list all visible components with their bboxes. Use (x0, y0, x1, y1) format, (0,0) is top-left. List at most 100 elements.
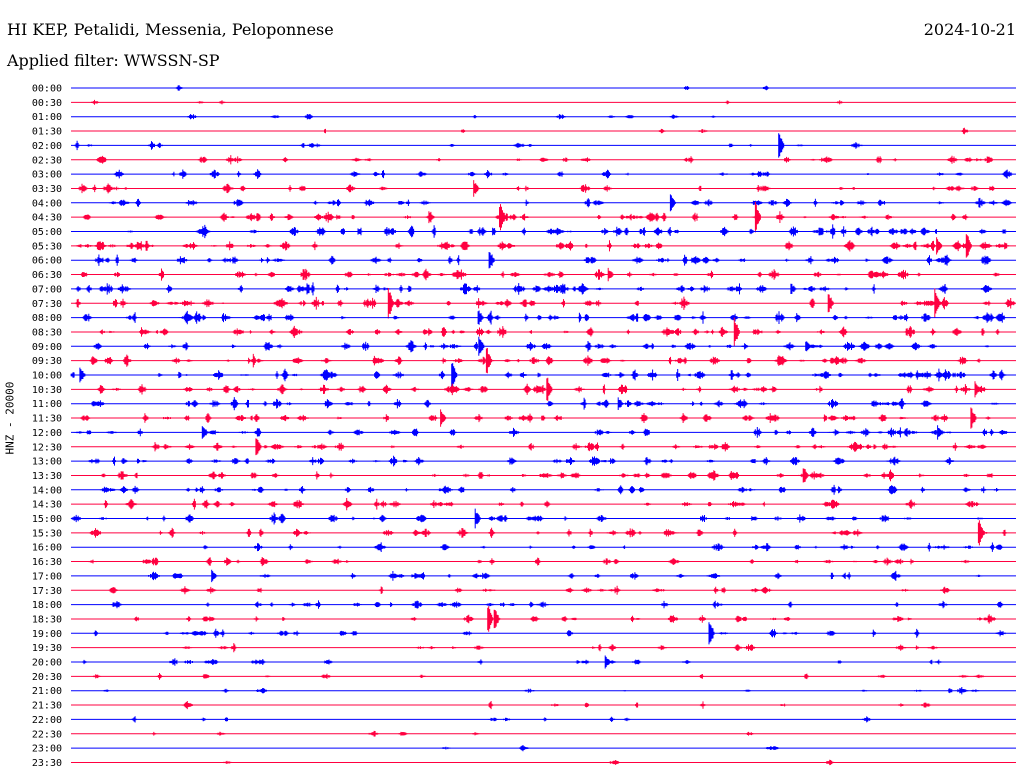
trace-signal (70, 363, 1007, 387)
time-label: 04:00 (32, 198, 62, 209)
time-label: 19:00 (32, 629, 62, 640)
time-label: 08:00 (32, 313, 62, 324)
trace-signal (81, 655, 943, 669)
trace-signal (108, 585, 952, 595)
trace-signal (151, 730, 754, 737)
trace-signal (202, 542, 1004, 552)
trace-signal (77, 180, 995, 197)
trace-signal (90, 397, 1000, 411)
time-label: 10:00 (32, 371, 62, 382)
time-label: 10:30 (32, 385, 62, 396)
time-label: 22:30 (32, 729, 62, 740)
time-label: 20:30 (32, 672, 62, 683)
trace-signal (102, 687, 981, 695)
time-label: 17:30 (32, 586, 62, 597)
time-label: 00:30 (32, 98, 62, 109)
trace-signal (74, 282, 993, 296)
trace-signal (132, 606, 996, 632)
time-label: 04:30 (32, 213, 62, 224)
time-label: 07:00 (32, 284, 62, 295)
trace-signal (87, 557, 972, 567)
time-label: 02:30 (32, 155, 62, 166)
time-label: 21:00 (32, 686, 62, 697)
trace-signal (112, 169, 1013, 179)
trace-signal (174, 85, 769, 91)
time-label: 11:00 (32, 399, 62, 410)
trace-signal (221, 759, 835, 766)
time-label: 23:00 (32, 744, 62, 755)
time-label: 16:00 (32, 543, 62, 554)
trace-signal (74, 288, 1016, 319)
time-label: 22:00 (32, 715, 62, 726)
time-label: 03:00 (32, 170, 62, 181)
trace-signal (74, 133, 863, 158)
trace-signal (94, 252, 992, 269)
time-label: 03:30 (32, 184, 62, 195)
time-label: 09:00 (32, 342, 62, 353)
trace-signal (90, 99, 844, 105)
time-label: 06:30 (32, 270, 62, 281)
trace-signal (96, 377, 988, 401)
trace-signal (99, 484, 999, 495)
time-label: 17:00 (32, 571, 62, 582)
trace-signal (92, 336, 990, 356)
time-label: 05:30 (32, 241, 62, 252)
trace-signal (95, 155, 993, 165)
time-label: 13:00 (32, 457, 62, 468)
trace-signal (91, 673, 986, 680)
trace-signal (88, 520, 1007, 546)
trace-signal (70, 508, 984, 529)
trace-signal (87, 455, 955, 467)
station-title: HI KEP, Petalidi, Messenia, Peloponnese (7, 20, 334, 39)
trace-signal (81, 201, 970, 233)
time-label: 15:00 (32, 514, 62, 525)
trace-signal (79, 267, 1003, 282)
trace-signal (109, 600, 1004, 609)
time-label: 01:00 (32, 112, 62, 123)
trace-signal (131, 716, 872, 723)
time-label: 15:30 (32, 528, 62, 539)
trace-signal (75, 234, 1010, 258)
time-label: 13:30 (32, 471, 62, 482)
trace-signal (100, 468, 994, 483)
time-label: 11:30 (32, 414, 62, 425)
date-label: 2024-10-21 (923, 20, 1016, 39)
time-label: 23:30 (32, 758, 62, 769)
trace-signal (79, 407, 992, 429)
time-label: 01:30 (32, 127, 62, 138)
trace-signal (81, 310, 1006, 325)
time-label: 05:00 (32, 227, 62, 238)
trace-signal (93, 622, 1006, 645)
trace-signal (98, 317, 1000, 347)
time-label: 20:00 (32, 658, 62, 669)
time-label: 06:00 (32, 256, 62, 267)
time-label: 08:30 (32, 327, 62, 338)
time-label: 14:00 (32, 485, 62, 496)
trace-signal (439, 745, 780, 752)
time-label: 21:30 (32, 701, 62, 712)
trace-signal (151, 438, 988, 456)
time-label: 19:30 (32, 643, 62, 654)
time-label: 00:00 (32, 84, 62, 95)
trace-signal (106, 194, 1013, 212)
trace-signal (147, 569, 983, 583)
time-label: 18:30 (32, 614, 62, 625)
trace-signal (180, 701, 931, 710)
filter-label: Applied filter: WWSSN-SP (7, 51, 220, 70)
trace-signal (89, 348, 981, 374)
trace-signal (73, 425, 1008, 440)
time-label: 09:30 (32, 356, 62, 367)
trace-signal (180, 643, 939, 653)
trace-signal (186, 114, 716, 120)
trace-signal (124, 224, 1007, 239)
trace-signal (323, 127, 969, 135)
time-label: 18:00 (32, 600, 62, 611)
trace-signal (102, 498, 980, 511)
time-label: 12:30 (32, 442, 62, 453)
time-label: 12:00 (32, 428, 62, 439)
time-label: 14:30 (32, 500, 62, 511)
time-label: 16:30 (32, 557, 62, 568)
time-label: 02:00 (32, 141, 62, 152)
time-label: 07:30 (32, 299, 62, 310)
